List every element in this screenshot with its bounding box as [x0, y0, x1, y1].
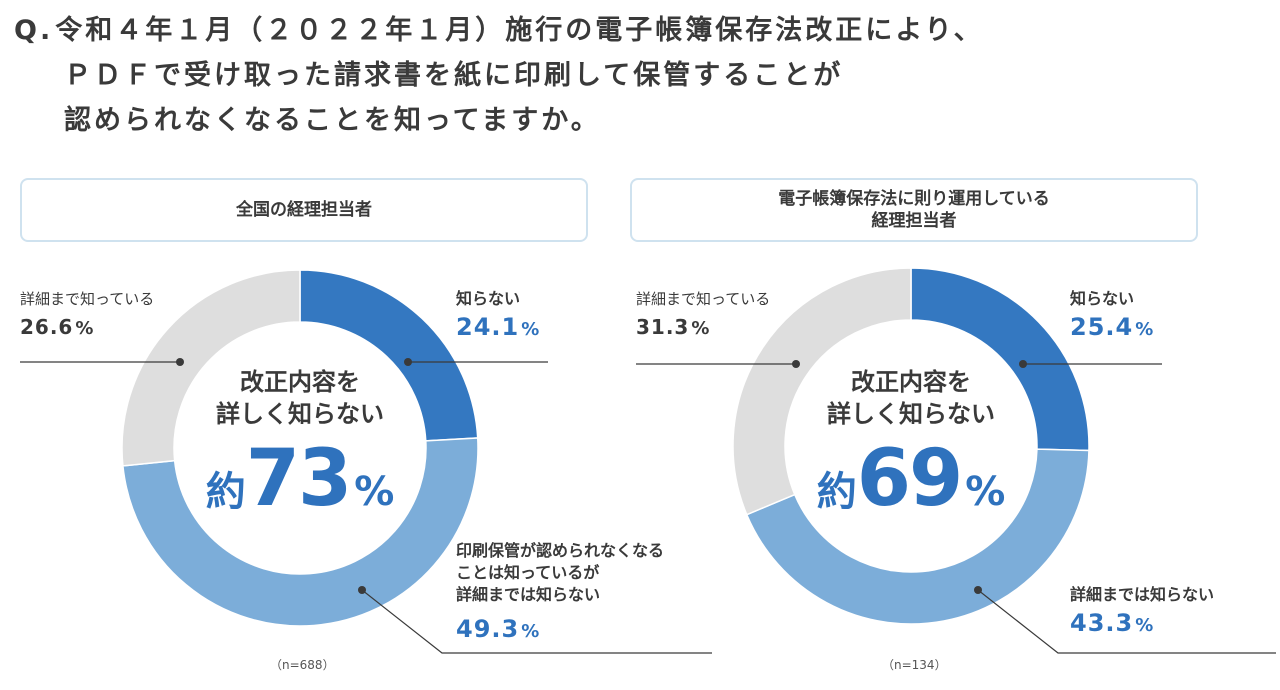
center-line-1: 改正内容を: [240, 368, 360, 396]
question-line-3: 認められなくなることを知ってますか。: [64, 105, 601, 136]
center-line-2: 詳しく知らない: [827, 400, 995, 428]
leader-dot: [974, 586, 982, 594]
question-prefix: Q.: [14, 15, 54, 46]
group-title-line-2: 経理担当者: [871, 211, 957, 231]
leader-dot: [404, 358, 412, 366]
slice-know-details: [732, 267, 912, 516]
donut-chart-nationwide: [20, 269, 712, 654]
slice-name: 詳細まで知っている: [636, 290, 771, 308]
donut-center: 改正内容を 詳しく知らない 約69%: [791, 366, 1031, 524]
slice-name: 知らない: [456, 289, 521, 308]
leader-dot: [176, 358, 184, 366]
leader-dot: [358, 586, 366, 594]
slice-value: 24.1%: [456, 313, 541, 341]
question-line-1: 令和４年１月（２０２２年１月）施行の電子帳簿保存法改正により、: [55, 15, 984, 46]
center-line-1: 改正内容を: [851, 368, 971, 396]
question-text: Q.令和４年１月（２０２２年１月）施行の電子帳簿保存法改正により、 ＰＤＦで受け…: [14, 8, 1254, 143]
slice-value: 49.3%: [456, 615, 541, 643]
slice-label-dont-know: 知らない 24.1%: [456, 288, 540, 347]
slice-name-line-1: 印刷保管が認められなくなる: [456, 541, 665, 560]
slice-label-know-details: 詳細まで知っている 31.3%: [636, 288, 770, 346]
slice-value: 25.4%: [1070, 313, 1155, 341]
slice-name: 詳細までは知らない: [1070, 585, 1215, 604]
summary-unit: %: [965, 469, 1006, 515]
summary-percent: 約73%: [180, 434, 420, 524]
leader-dot: [792, 360, 800, 368]
slice-value: 26.6%: [20, 315, 95, 339]
question-line-2: ＰＤＦで受け取った請求書を紙に印刷して保管することが: [64, 60, 844, 91]
summary-unit: %: [354, 469, 395, 515]
slice-name: 詳細まで知っている: [20, 290, 155, 308]
slice-label-partial: 詳細までは知らない 43.3%: [1070, 584, 1214, 643]
donut-center: 改正内容を 詳しく知らない 約73%: [180, 366, 420, 524]
slice-label-dont-know: 知らない 25.4%: [1070, 288, 1154, 347]
summary-prefix: 約: [205, 469, 246, 515]
summary-percent: 約69%: [791, 434, 1031, 524]
group-title-box: 電子帳簿保存法に則り運用している 経理担当者: [630, 178, 1198, 242]
sample-size-note: （n=134）: [882, 658, 947, 672]
center-line-2: 詳しく知らない: [216, 400, 384, 428]
slice-name: 知らない: [1070, 289, 1135, 308]
summary-value: 69: [856, 434, 964, 524]
summary-prefix: 約: [816, 469, 857, 515]
summary-value: 73: [245, 434, 353, 524]
slice-partial: [745, 448, 1090, 625]
slice-label-know-details: 詳細まで知っている 26.6%: [20, 288, 154, 346]
group-title: 全国の経理担当者: [236, 200, 372, 220]
slice-label-partial: 印刷保管が認められなくなる ことは知っているが 詳細までは知らない 49.3%: [456, 540, 664, 649]
group-title-line-1: 電子帳簿保存法に則り運用している: [778, 189, 1050, 209]
slice-name-line-3: 詳細までは知らない: [456, 585, 601, 604]
slice-value: 31.3%: [636, 315, 711, 339]
slice-partial: [122, 437, 479, 627]
leader-dot: [1019, 360, 1027, 368]
slice-know-details: [121, 269, 301, 467]
chart-panel-nationwide: 全国の経理担当者 改正内容を 詳しく知らない 約73% 知らない 24.1% 詳…: [0, 178, 712, 688]
sample-size-note: （n=688）: [270, 658, 335, 672]
leader-line: [361, 589, 712, 654]
slice-value: 43.3%: [1070, 609, 1155, 637]
chart-panel-compliant: 電子帳簿保存法に則り運用している 経理担当者 改正内容を 詳しく知らない 約69…: [610, 178, 1276, 688]
slice-name-line-2: ことは知っているが: [456, 563, 600, 582]
group-title-box: 全国の経理担当者: [20, 178, 588, 242]
leader-line: [977, 589, 1276, 654]
donut-chart-compliant: [636, 267, 1276, 654]
